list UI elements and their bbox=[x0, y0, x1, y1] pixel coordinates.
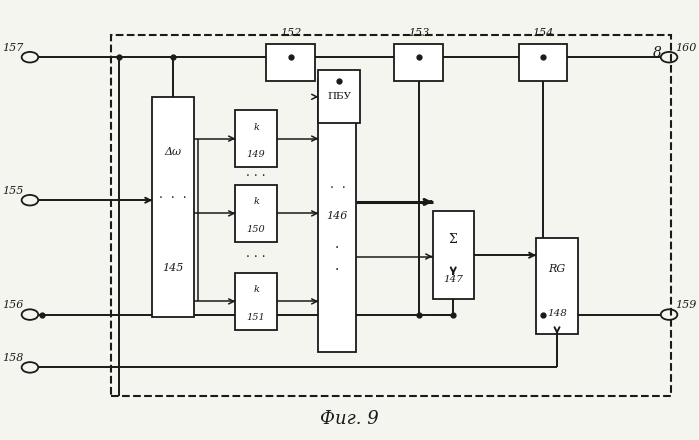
Text: 152: 152 bbox=[280, 28, 301, 38]
Bar bbox=[536, 238, 578, 334]
Text: Σ: Σ bbox=[449, 233, 458, 246]
Text: · · ·: · · · bbox=[246, 169, 266, 183]
Bar bbox=[519, 44, 568, 81]
Text: ·  ·: · · bbox=[329, 182, 345, 195]
Bar bbox=[266, 44, 315, 81]
Text: 160: 160 bbox=[676, 43, 697, 52]
Text: k: k bbox=[253, 123, 259, 132]
Bar bbox=[111, 35, 671, 396]
Text: 8: 8 bbox=[653, 46, 662, 60]
Text: 150: 150 bbox=[247, 225, 266, 234]
Text: RG: RG bbox=[549, 264, 565, 274]
Bar bbox=[394, 44, 443, 81]
Text: ·: · bbox=[336, 263, 340, 277]
Text: ·: · bbox=[336, 241, 340, 255]
Bar bbox=[433, 211, 474, 299]
Text: ·  ·  ·: · · · bbox=[159, 191, 187, 205]
Text: 156: 156 bbox=[2, 300, 23, 310]
Text: · · ·: · · · bbox=[246, 251, 266, 264]
Bar bbox=[236, 185, 277, 242]
Bar bbox=[152, 97, 194, 317]
Text: 159: 159 bbox=[676, 300, 697, 310]
Text: 149: 149 bbox=[247, 150, 266, 159]
Text: Фиг. 9: Фиг. 9 bbox=[320, 410, 379, 428]
Text: 151: 151 bbox=[247, 313, 266, 322]
Text: 145: 145 bbox=[162, 264, 184, 273]
Text: 146: 146 bbox=[326, 211, 348, 220]
Text: ПБУ: ПБУ bbox=[327, 92, 351, 101]
Bar bbox=[318, 79, 356, 352]
Text: 147: 147 bbox=[443, 275, 463, 284]
Bar bbox=[236, 110, 277, 167]
Text: 154: 154 bbox=[533, 28, 554, 38]
Bar bbox=[318, 70, 360, 123]
Text: k: k bbox=[253, 286, 259, 294]
Text: 148: 148 bbox=[547, 308, 567, 318]
Text: 153: 153 bbox=[408, 28, 429, 38]
Text: 158: 158 bbox=[2, 353, 23, 363]
Bar bbox=[236, 273, 277, 330]
Text: Δω: Δω bbox=[164, 147, 182, 157]
Text: k: k bbox=[253, 198, 259, 206]
Text: 157: 157 bbox=[2, 43, 23, 52]
Text: 155: 155 bbox=[2, 186, 23, 195]
